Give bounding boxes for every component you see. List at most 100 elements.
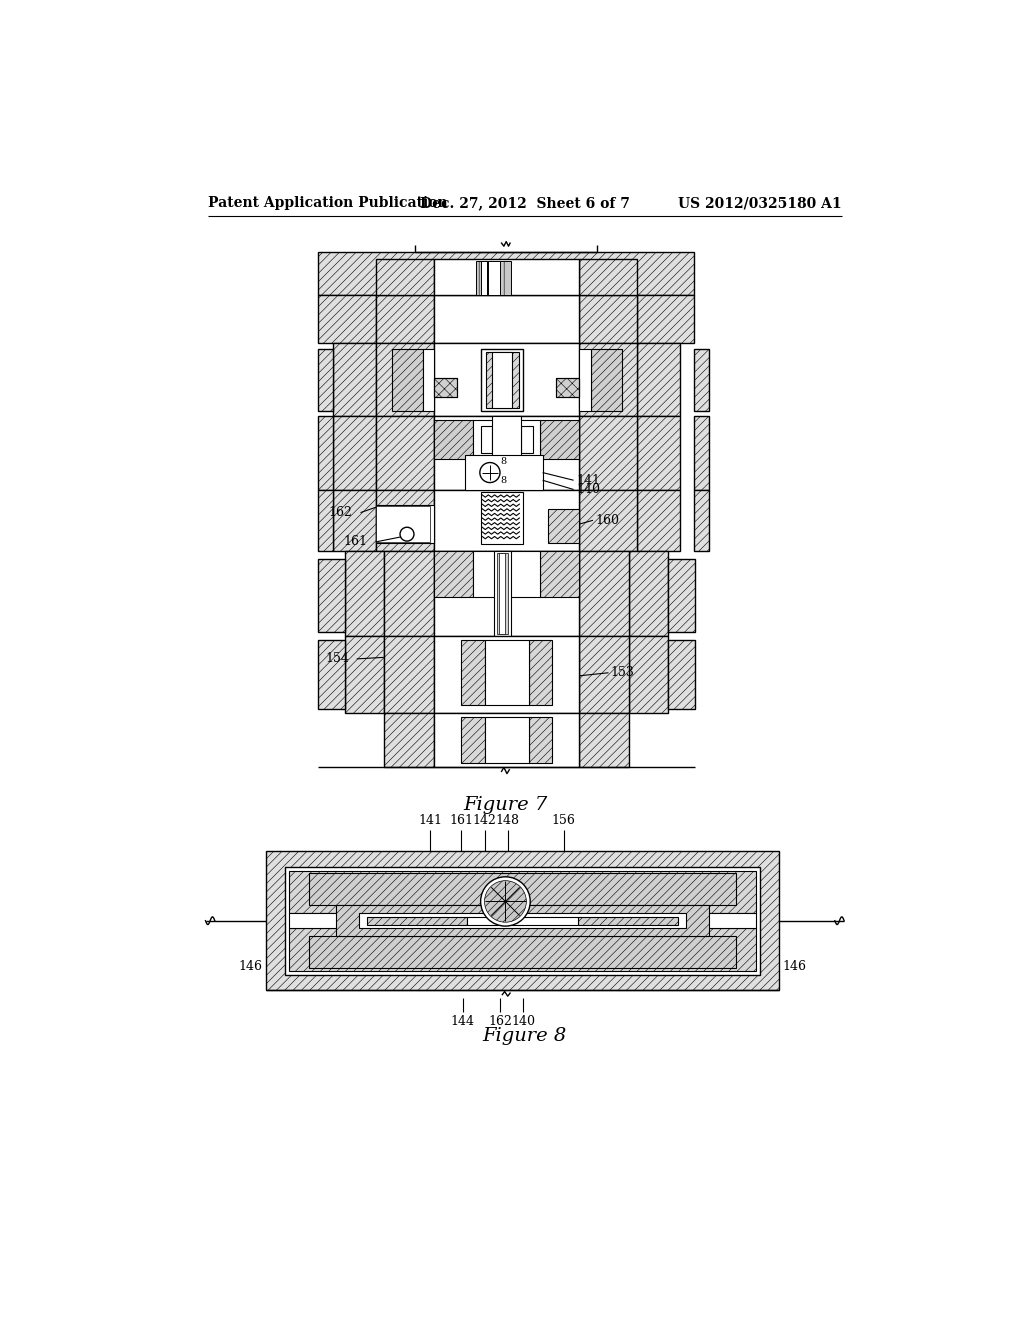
Bar [579, 296, 637, 343]
Bar [308, 873, 736, 906]
Bar [434, 343, 579, 416]
Text: 141: 141 [575, 474, 600, 487]
Bar [461, 640, 484, 705]
Text: 162: 162 [488, 1015, 512, 1028]
Bar [484, 717, 528, 763]
Bar [578, 917, 678, 924]
Bar [376, 416, 434, 490]
Text: 142: 142 [472, 813, 497, 826]
Bar [480, 492, 523, 544]
Bar [266, 851, 779, 990]
Bar [434, 636, 579, 713]
Bar [637, 296, 693, 343]
Bar [384, 713, 434, 767]
Circle shape [480, 462, 500, 483]
Bar [317, 252, 693, 296]
Bar [528, 717, 552, 763]
Bar [579, 343, 637, 416]
Bar [434, 552, 579, 636]
Text: Patent Application Publication: Patent Application Publication [208, 197, 447, 210]
Text: 162: 162 [328, 506, 352, 519]
Bar [480, 350, 523, 411]
Bar [376, 490, 434, 552]
Text: 8: 8 [500, 475, 506, 484]
Bar [591, 350, 622, 411]
Bar [289, 928, 756, 970]
Text: Figure 7: Figure 7 [463, 796, 548, 814]
Bar [289, 913, 756, 928]
Bar [579, 259, 637, 296]
Bar [556, 378, 579, 397]
Text: 146: 146 [238, 961, 262, 973]
Text: 156: 156 [552, 813, 575, 826]
Bar [334, 416, 376, 490]
Bar [334, 490, 376, 552]
Bar [334, 343, 376, 416]
Bar [693, 350, 710, 411]
Bar [289, 871, 756, 913]
Bar [480, 426, 493, 453]
Bar [487, 261, 500, 294]
Bar [637, 490, 680, 552]
Bar [423, 350, 434, 411]
Text: 146: 146 [783, 961, 807, 973]
Bar [693, 490, 710, 552]
Bar [493, 416, 521, 490]
Bar [494, 552, 511, 636]
Bar [317, 350, 334, 411]
Bar [317, 640, 345, 709]
Bar [434, 296, 579, 343]
Bar [467, 917, 578, 924]
Bar [473, 552, 541, 598]
Bar [434, 259, 579, 296]
Bar [434, 420, 473, 459]
Bar [434, 378, 458, 397]
Bar [541, 420, 579, 459]
Text: 8: 8 [500, 457, 506, 466]
Bar [317, 490, 334, 552]
Bar [345, 552, 384, 636]
Bar [384, 636, 434, 713]
Bar [486, 352, 518, 408]
Bar [434, 490, 579, 552]
Bar [521, 426, 532, 453]
Bar [376, 506, 434, 544]
Bar [434, 378, 458, 397]
Bar [693, 416, 710, 490]
Bar [579, 552, 630, 636]
Text: US 2012/0325180 A1: US 2012/0325180 A1 [678, 197, 842, 210]
Bar [434, 713, 579, 767]
Bar [434, 378, 458, 397]
Bar [336, 906, 710, 936]
Text: 148: 148 [496, 813, 520, 826]
Circle shape [480, 876, 530, 927]
Bar [579, 416, 637, 490]
Bar [376, 343, 434, 416]
Bar [579, 713, 630, 767]
Text: Dec. 27, 2012  Sheet 6 of 7: Dec. 27, 2012 Sheet 6 of 7 [420, 197, 630, 210]
Bar [367, 917, 467, 924]
Bar [391, 350, 423, 411]
Bar [548, 508, 579, 544]
Text: 161: 161 [450, 813, 473, 826]
Bar [376, 507, 430, 543]
Bar [630, 636, 669, 713]
Bar [541, 552, 579, 598]
Text: 153: 153 [611, 667, 635, 680]
Bar [500, 553, 506, 635]
Bar [317, 296, 376, 343]
Bar [308, 936, 736, 969]
Bar [376, 259, 434, 296]
Bar [579, 490, 637, 552]
Bar [637, 416, 680, 490]
Bar [286, 867, 760, 974]
Bar [528, 640, 552, 705]
Text: Figure 8: Figure 8 [482, 1027, 567, 1045]
Bar [434, 552, 473, 598]
Bar [669, 640, 695, 709]
Bar [637, 343, 680, 416]
Bar [359, 913, 686, 928]
Bar [484, 640, 528, 705]
Bar [493, 352, 512, 408]
Bar [579, 636, 630, 713]
